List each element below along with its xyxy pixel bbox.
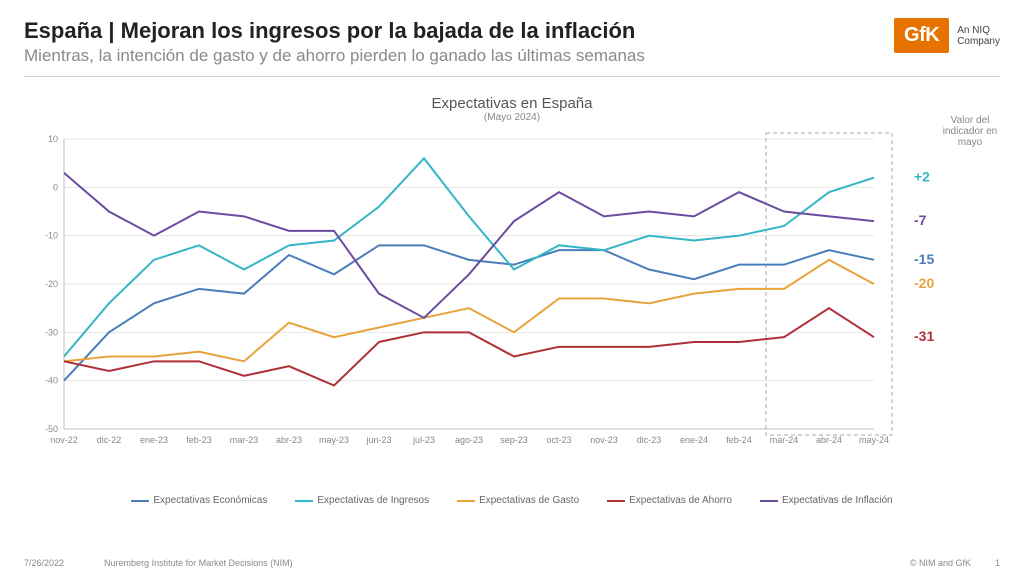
svg-text:mar-23: mar-23 <box>230 435 259 445</box>
legend-swatch <box>607 500 625 502</box>
svg-text:ene-24: ene-24 <box>680 435 708 445</box>
svg-text:sep-23: sep-23 <box>500 435 528 445</box>
svg-text:feb-24: feb-24 <box>726 435 752 445</box>
svg-text:-15: -15 <box>914 251 934 267</box>
svg-text:abr-23: abr-23 <box>276 435 302 445</box>
legend-label: Expectativas de Ahorro <box>629 495 732 506</box>
svg-text:may-23: may-23 <box>319 435 349 445</box>
legend-item: Expectativas de Gasto <box>457 495 579 506</box>
svg-text:dic-23: dic-23 <box>637 435 662 445</box>
svg-text:-30: -30 <box>45 327 58 337</box>
legend-label: Expectativas Económicas <box>153 495 267 506</box>
legend-swatch <box>295 500 313 502</box>
legend-label: Expectativas de Ingresos <box>317 495 429 506</box>
svg-text:-10: -10 <box>45 231 58 241</box>
legend-swatch <box>457 500 475 502</box>
svg-text:nov-22: nov-22 <box>50 435 78 445</box>
svg-text:0: 0 <box>53 182 58 192</box>
chart-area: Expectativas en España (Mayo 2024) Valor… <box>24 95 1000 525</box>
legend-label: Expectativas de Gasto <box>479 495 579 506</box>
legend-item: Expectativas de Ahorro <box>607 495 732 506</box>
page-subtitle: Mientras, la intención de gasto y de aho… <box>24 46 645 66</box>
svg-text:abr-24: abr-24 <box>816 435 842 445</box>
svg-text:10: 10 <box>48 134 58 144</box>
svg-text:-20: -20 <box>914 275 934 291</box>
header: España | Mejoran los ingresos por la baj… <box>24 18 1000 77</box>
svg-text:-40: -40 <box>45 376 58 386</box>
legend-swatch <box>131 500 149 502</box>
svg-text:jul-23: jul-23 <box>412 435 435 445</box>
legend-item: Expectativas de Ingresos <box>295 495 429 506</box>
footer-rights: © NIM and GfK <box>910 558 971 568</box>
legend-item: Expectativas de Inflación <box>760 495 893 506</box>
legend-swatch <box>760 500 778 502</box>
svg-text:-50: -50 <box>45 424 58 434</box>
chart-legend: Expectativas Económicas Expectativas de I… <box>24 495 1000 506</box>
footer-page: 1 <box>995 558 1000 568</box>
page-title: España | Mejoran los ingresos por la baj… <box>24 18 645 44</box>
logo-block: GfK An NIQ Company <box>894 18 1000 53</box>
gfk-logo: GfK <box>894 18 949 53</box>
footer-date: 7/26/2022 <box>24 558 64 568</box>
svg-text:feb-23: feb-23 <box>186 435 212 445</box>
footer-source: Nuremberg Institute for Market Decisions… <box>104 558 910 568</box>
niq-tagline: An NIQ Company <box>957 25 1000 47</box>
chart-subtitle: (Mayo 2024) <box>24 112 1000 123</box>
svg-text:ene-23: ene-23 <box>140 435 168 445</box>
svg-text:-7: -7 <box>914 212 927 228</box>
svg-text:-31: -31 <box>914 328 934 344</box>
side-label: Valor del indicador en mayo <box>940 115 1000 148</box>
svg-text:-20: -20 <box>45 279 58 289</box>
svg-text:oct-23: oct-23 <box>546 435 571 445</box>
legend-item: Expectativas Económicas <box>131 495 267 506</box>
line-chart: -50 -40 -30 -20 -10 0 10 nov-22 dic-22 ene-23 feb-… <box>24 129 1004 489</box>
svg-text:mar-24: mar-24 <box>770 435 799 445</box>
svg-text:jun-23: jun-23 <box>365 435 391 445</box>
chart-title: Expectativas en España <box>24 95 1000 112</box>
svg-text:dic-22: dic-22 <box>97 435 122 445</box>
legend-label: Expectativas de Inflación <box>782 495 893 506</box>
footer: 7/26/2022 Nuremberg Institute for Market… <box>24 558 1000 568</box>
svg-text:+2: +2 <box>914 169 930 185</box>
svg-text:ago-23: ago-23 <box>455 435 483 445</box>
svg-text:nov-23: nov-23 <box>590 435 618 445</box>
svg-text:may-24: may-24 <box>859 435 889 445</box>
